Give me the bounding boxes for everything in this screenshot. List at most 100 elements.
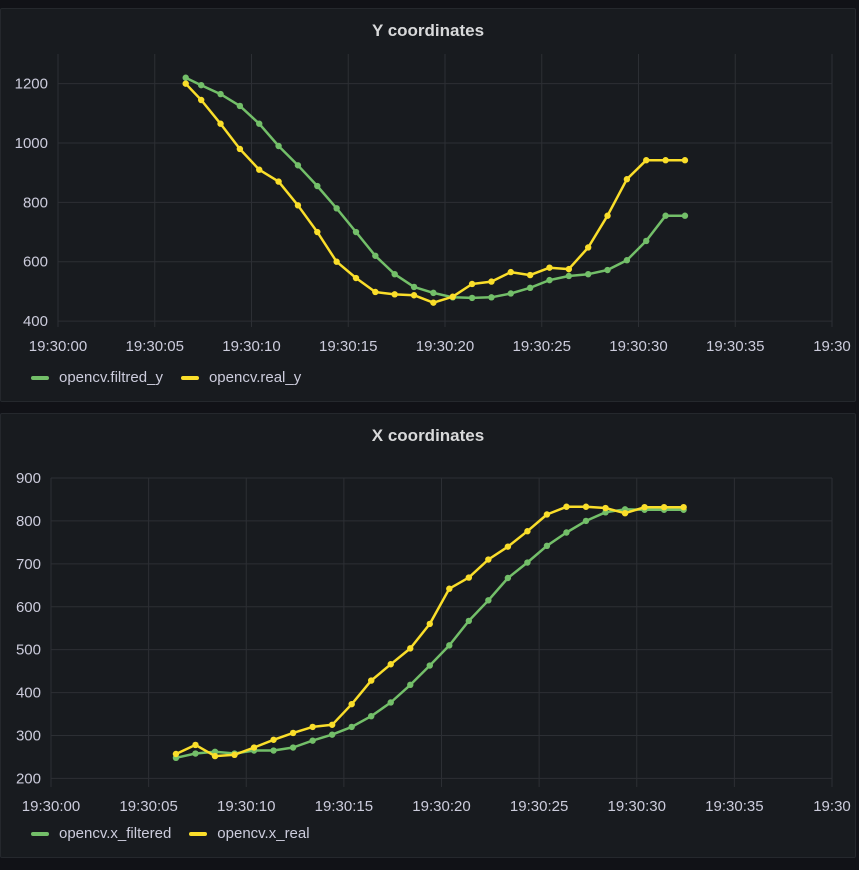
data-point[interactable] (526, 284, 534, 292)
data-point[interactable] (643, 237, 650, 245)
data-point[interactable] (217, 120, 224, 127)
data-point[interactable] (270, 736, 277, 743)
data-point[interactable] (348, 723, 355, 731)
data-point[interactable] (348, 700, 355, 708)
legend-item-x-real[interactable]: opencv.x_real (189, 825, 310, 842)
data-point[interactable] (524, 559, 531, 566)
data-point[interactable] (446, 585, 453, 592)
data-point[interactable] (256, 120, 263, 127)
data-point[interactable] (504, 574, 512, 582)
data-point[interactable] (662, 212, 669, 219)
data-point[interactable] (488, 278, 495, 285)
data-point[interactable] (314, 228, 321, 236)
data-point[interactable] (507, 290, 514, 297)
data-point[interactable] (681, 157, 689, 164)
data-point[interactable] (289, 744, 297, 751)
data-point[interactable] (546, 276, 553, 284)
data-point[interactable] (231, 751, 238, 759)
data-point[interactable] (192, 750, 199, 757)
data-point[interactable] (468, 294, 476, 302)
data-point[interactable] (410, 283, 418, 291)
data-point[interactable] (275, 178, 282, 185)
data-point[interactable] (172, 750, 180, 758)
data-point[interactable] (333, 205, 340, 212)
data-point[interactable] (294, 202, 302, 209)
data-point[interactable] (372, 288, 379, 296)
data-point[interactable] (488, 294, 495, 301)
data-point[interactable] (391, 291, 398, 298)
data-point[interactable] (387, 699, 394, 706)
data-point[interactable] (465, 574, 473, 581)
legend-item-x-filtered[interactable]: opencv.x_filtered (31, 825, 171, 842)
data-point[interactable] (236, 102, 244, 110)
legend-item-filtred-y[interactable]: opencv.filtred_y (31, 369, 163, 386)
data-point[interactable] (602, 504, 609, 512)
data-point[interactable] (604, 266, 611, 274)
data-point[interactable] (582, 517, 590, 525)
data-point[interactable] (446, 642, 453, 649)
data-point[interactable] (641, 503, 648, 511)
legend-item-real-y[interactable]: opencv.real_y (180, 369, 301, 386)
data-point[interactable] (623, 176, 631, 183)
data-point[interactable] (449, 293, 456, 300)
data-point[interactable] (309, 723, 316, 731)
data-point[interactable] (465, 617, 473, 625)
data-point[interactable] (426, 620, 433, 628)
data-point[interactable] (563, 503, 570, 510)
data-point[interactable] (211, 752, 219, 760)
data-point[interactable] (182, 80, 189, 87)
data-point[interactable] (524, 528, 531, 535)
data-point[interactable] (333, 258, 340, 265)
data-point[interactable] (192, 741, 199, 749)
data-point[interactable] (314, 182, 321, 190)
data-point[interactable] (543, 511, 551, 518)
data-point[interactable] (643, 157, 650, 164)
data-point[interactable] (680, 503, 687, 511)
data-point[interactable] (352, 228, 360, 236)
data-point[interactable] (368, 677, 375, 684)
data-point[interactable] (197, 96, 205, 104)
data-point[interactable] (391, 270, 398, 278)
data-point[interactable] (410, 292, 418, 299)
data-point[interactable] (507, 268, 514, 276)
data-point[interactable] (309, 737, 316, 744)
data-point[interactable] (662, 157, 669, 164)
data-point[interactable] (328, 721, 336, 728)
data-point[interactable] (426, 662, 433, 669)
data-point[interactable] (468, 280, 476, 288)
data-point[interactable] (485, 556, 492, 563)
data-point[interactable] (504, 543, 512, 550)
data-point[interactable] (584, 270, 592, 278)
data-point[interactable] (407, 645, 414, 652)
data-point[interactable] (543, 542, 551, 550)
data-point[interactable] (407, 681, 414, 689)
data-point[interactable] (182, 74, 189, 81)
data-point[interactable] (565, 265, 573, 273)
data-point[interactable] (546, 264, 553, 271)
data-point[interactable] (250, 744, 258, 751)
data-point[interactable] (387, 661, 394, 668)
data-point[interactable] (604, 212, 611, 219)
data-point[interactable] (526, 271, 534, 279)
data-point[interactable] (270, 747, 277, 754)
data-point[interactable] (584, 244, 592, 251)
data-point[interactable] (352, 274, 360, 282)
data-point[interactable] (485, 597, 492, 604)
data-point[interactable] (430, 299, 437, 306)
data-point[interactable] (275, 142, 282, 150)
data-point[interactable] (582, 503, 590, 510)
data-point[interactable] (289, 729, 297, 737)
data-point[interactable] (563, 529, 570, 536)
data-point[interactable] (565, 272, 573, 280)
data-point[interactable] (681, 212, 689, 219)
data-point[interactable] (217, 90, 224, 98)
data-point[interactable] (256, 166, 263, 173)
data-point[interactable] (660, 503, 668, 511)
data-point[interactable] (368, 712, 375, 720)
data-point[interactable] (430, 289, 437, 297)
data-point[interactable] (236, 145, 244, 153)
data-point[interactable] (294, 162, 302, 169)
data-point[interactable] (623, 257, 631, 264)
data-point[interactable] (621, 509, 629, 517)
data-point[interactable] (328, 731, 336, 738)
